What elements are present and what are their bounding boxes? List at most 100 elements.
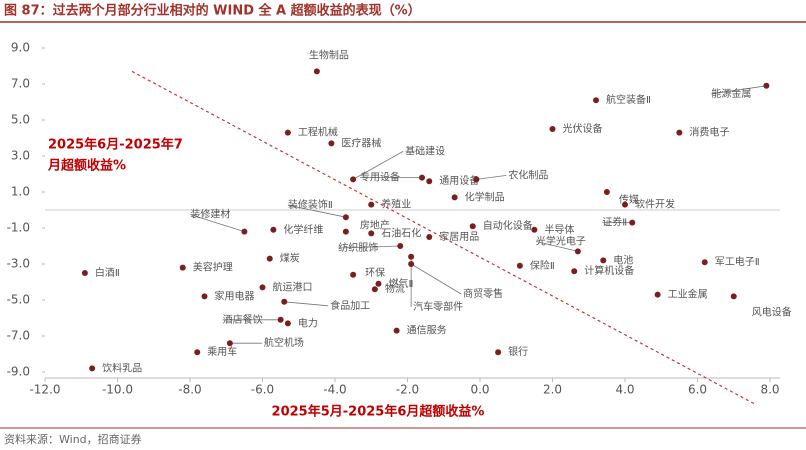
- point-label: 计算机设备: [584, 264, 634, 277]
- point-label: 军工电子Ⅱ: [715, 255, 760, 268]
- point-label: 证券Ⅱ: [602, 216, 627, 229]
- chart-title: 图 87：过去两个月部分行业相对的 WIND 全 A 超额收益的表现（%）: [4, 3, 421, 19]
- point-label: 光伏设备: [563, 122, 603, 135]
- point: [194, 349, 201, 356]
- point-label: 电力: [298, 316, 318, 329]
- x-tick-label: 2.0: [543, 383, 562, 397]
- point: [226, 340, 233, 347]
- y-tick-label: -7.0: [7, 329, 30, 343]
- point-label: 物流: [385, 282, 405, 295]
- trend-line: [131, 70, 756, 405]
- point: [408, 261, 415, 267]
- leader-line: [352, 151, 404, 180]
- y-tick-label: 9.0: [11, 41, 30, 55]
- point-label: 银行: [508, 345, 528, 358]
- point-label: 煤炭: [280, 252, 300, 265]
- point: [549, 126, 556, 132]
- point: [426, 178, 433, 185]
- point: [350, 271, 357, 278]
- point: [241, 228, 248, 235]
- point: [284, 320, 291, 327]
- x-tick-label: -8.0: [178, 383, 201, 397]
- x-tick-label: 6.0: [688, 383, 707, 397]
- y-tick-label: -3.0: [7, 257, 30, 271]
- point-label: 半导体: [544, 223, 574, 236]
- point-label: 光学光电子: [536, 234, 586, 247]
- point-label: 化学纤维: [283, 223, 323, 236]
- point-label: 石油石化: [381, 226, 421, 239]
- point: [469, 223, 476, 230]
- point-label: 白酒Ⅱ: [95, 266, 120, 279]
- point-label: 家居用品: [439, 230, 479, 243]
- point: [179, 264, 186, 271]
- point-label: 医疗器械: [341, 136, 381, 149]
- point: [495, 349, 502, 356]
- point-label: 软件开发: [635, 198, 675, 211]
- point: [270, 226, 277, 233]
- point: [397, 243, 404, 249]
- point-label: 航空机场: [264, 336, 304, 349]
- leader-line: [476, 175, 507, 180]
- point-label: 消费电子: [689, 126, 729, 139]
- x-tick-label: 0.0: [470, 383, 489, 397]
- point-label: 纺织服饰: [338, 241, 378, 254]
- point-label: 通用设备: [439, 174, 479, 187]
- leader-line: [338, 245, 401, 249]
- point-label: 生物制品: [309, 48, 349, 61]
- point: [281, 298, 288, 305]
- point: [266, 255, 273, 262]
- point: [629, 219, 636, 226]
- point-label: 乘用车: [207, 345, 237, 358]
- point-label: 美容护理: [193, 261, 233, 274]
- point: [350, 176, 357, 183]
- y-axis-label: 月超额收益%: [47, 158, 126, 174]
- x-tick-label: 8.0: [760, 383, 779, 397]
- point-label: 农化制品: [508, 168, 548, 181]
- leader-line: [190, 214, 245, 232]
- point-label: 航运港口: [273, 280, 313, 293]
- y-tick-label: -9.0: [7, 365, 30, 379]
- point-label: 汽车零部件: [413, 300, 463, 313]
- point-label: 饮料乳品: [102, 361, 142, 374]
- point-label: 自动化设备: [483, 219, 533, 232]
- leader-line: [284, 301, 329, 307]
- point: [654, 291, 661, 298]
- point-label: 电池: [613, 253, 633, 266]
- point-label: 商贸零售: [463, 287, 503, 300]
- point-label: 食品加工: [330, 299, 370, 312]
- point-label: 能源金属: [711, 87, 751, 100]
- y-tick-label: -5.0: [7, 293, 30, 307]
- point-label: 风电设备: [752, 305, 792, 318]
- point-label: 养殖业: [381, 198, 411, 211]
- y-tick-label: 3.0: [11, 149, 30, 163]
- point-label: 家用电器: [215, 289, 255, 302]
- point: [473, 176, 480, 183]
- point-label: 工业金属: [668, 288, 708, 301]
- point: [574, 248, 581, 255]
- point: [393, 327, 400, 334]
- point-label: 基础建设: [405, 144, 445, 157]
- y-tick-label: 5.0: [11, 113, 30, 127]
- point-label: 燃气Ⅱ: [389, 277, 414, 290]
- point: [622, 201, 628, 208]
- point: [89, 365, 96, 372]
- point-label: 装修建材: [190, 208, 230, 221]
- x-tick-label: -4.0: [323, 383, 346, 397]
- point: [368, 201, 375, 208]
- x-axis-label: 2025年5月-2025年6月超额收益%: [272, 404, 485, 420]
- point: [571, 268, 578, 275]
- point: [81, 270, 88, 276]
- point: [676, 129, 683, 136]
- point: [259, 284, 266, 291]
- point: [342, 228, 349, 235]
- point: [730, 293, 737, 300]
- point-label: 装修装饰Ⅱ: [288, 198, 333, 211]
- point: [313, 68, 320, 75]
- x-tick-label: 4.0: [615, 383, 634, 397]
- x-tick-label: -2.0: [396, 383, 419, 397]
- point: [328, 140, 335, 147]
- point-label: 环保: [365, 266, 385, 279]
- y-axis-label: 2025年6月-2025年7: [48, 137, 183, 153]
